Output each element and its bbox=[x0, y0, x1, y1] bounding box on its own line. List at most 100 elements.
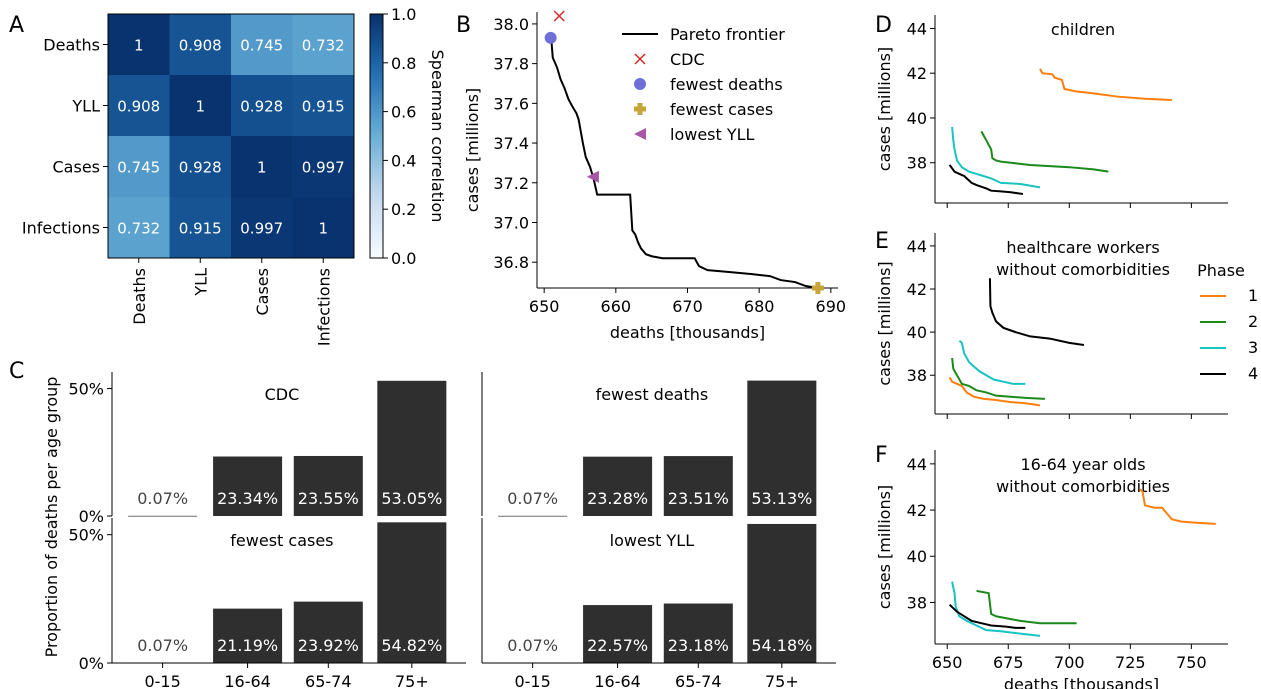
y-tick-label: 42 bbox=[907, 64, 927, 83]
panel-d-line-chart: 38 40 42 44 cases [millions] children bbox=[875, 15, 1228, 208]
y-tick-label: 44 bbox=[907, 19, 927, 38]
bar-value-label: 0.07% bbox=[507, 489, 558, 508]
heatmap-cell-label: 0.745 bbox=[117, 159, 160, 177]
heatmap-cell bbox=[169, 197, 232, 259]
x-axis-label: deaths [thousands] bbox=[610, 323, 765, 342]
panel-letter-f: F bbox=[875, 443, 888, 468]
bar-value-label: 0.07% bbox=[507, 636, 558, 655]
phase-2-line bbox=[951, 357, 1045, 400]
legend-lowest-yll-swatch bbox=[634, 128, 646, 140]
panel-letter-a: A bbox=[9, 13, 24, 38]
y-tick-label: 37.4 bbox=[493, 134, 529, 153]
x-tick-label: 0-15 bbox=[144, 672, 180, 689]
colorbar-tick-label: 1.0 bbox=[391, 5, 416, 24]
heatmap-cell-label: 1 bbox=[134, 37, 144, 55]
heatmap-cell bbox=[292, 14, 355, 76]
x-tick-label: 650 bbox=[529, 297, 560, 316]
heatmap-cell bbox=[292, 197, 355, 259]
y-tick-label: 40 bbox=[907, 323, 927, 342]
phase-4-line bbox=[988, 278, 1085, 347]
colorbar-tick-label: 0.2 bbox=[391, 200, 416, 219]
phase-4-line bbox=[948, 604, 1026, 629]
y-tick-label: 40 bbox=[907, 547, 927, 566]
phase-1-line bbox=[1039, 68, 1172, 102]
y-tick-label: 42 bbox=[907, 280, 927, 299]
y-tick-label: 40 bbox=[907, 109, 927, 128]
bar bbox=[213, 608, 283, 663]
heatmap-cell bbox=[292, 75, 355, 137]
subplot-title: lowest YLL bbox=[610, 531, 695, 550]
panel-letter-b: B bbox=[456, 13, 471, 38]
panel-title: without comorbidities bbox=[996, 477, 1170, 496]
lowest-yll-marker bbox=[586, 170, 599, 183]
panel-a-heatmap: 1 0.908 0.745 0.732 0.908 1 0.928 0.915 0.745 0.9… bbox=[22, 5, 447, 346]
row-label: Cases bbox=[53, 158, 101, 177]
heatmap-cell-label: 0.732 bbox=[117, 220, 160, 238]
cdc-marker bbox=[553, 10, 565, 22]
x-tick-label: 16-64 bbox=[594, 672, 641, 689]
x-tick-label: 16-64 bbox=[224, 672, 271, 689]
col-label: Deaths bbox=[130, 268, 149, 325]
y-tick-label: 37.8 bbox=[493, 55, 529, 74]
bar bbox=[583, 456, 653, 516]
bar-value-label: 53.13% bbox=[751, 489, 812, 508]
y-tick-label: 37.0 bbox=[493, 213, 529, 232]
heatmap-cell-label: 1 bbox=[318, 220, 328, 238]
heatmap-cell-label: 1 bbox=[257, 159, 267, 177]
heatmap-cell bbox=[231, 75, 293, 137]
heatmap-cell-label: 0.908 bbox=[117, 98, 160, 116]
panel-letter-d: D bbox=[875, 13, 892, 38]
bar-value-label: 54.82% bbox=[381, 636, 442, 655]
heatmap-cell bbox=[292, 136, 355, 198]
legend-label: fewest cases bbox=[670, 100, 773, 119]
col-label: YLL bbox=[191, 268, 210, 297]
panel-b-pareto-chart: 650 660 670 680 690 36.8 37.0 37.2 37.4 37.6 37.8 3… bbox=[463, 10, 846, 342]
subplot-title: CDC bbox=[265, 385, 300, 404]
row-label: Infections bbox=[22, 219, 100, 238]
heatmap-cell bbox=[108, 14, 170, 76]
legend-label: lowest YLL bbox=[670, 125, 755, 144]
heatmap-cell bbox=[231, 14, 293, 76]
phase-1-line bbox=[948, 376, 1041, 407]
bar-value-label: 23.51% bbox=[668, 489, 729, 508]
pareto-frontier-line bbox=[550, 39, 819, 289]
phase-3-line bbox=[951, 581, 1041, 637]
heatmap-cell-label: 0.997 bbox=[240, 220, 283, 238]
row-label: YLL bbox=[71, 97, 100, 116]
y-tick-label: 37.2 bbox=[493, 174, 529, 193]
x-tick-label: 670 bbox=[672, 297, 703, 316]
x-tick-label: 680 bbox=[744, 297, 775, 316]
y-axis-label: cases [millions] bbox=[875, 485, 894, 609]
legend-label: 2 bbox=[1248, 312, 1258, 331]
phase-4-line bbox=[948, 164, 1024, 196]
phase-2-line bbox=[976, 589, 1077, 625]
bar-value-label: 23.28% bbox=[587, 489, 648, 508]
x-tick-label: 725 bbox=[1115, 653, 1146, 672]
heatmap-cell bbox=[231, 136, 293, 198]
legend-title: Phase bbox=[1197, 261, 1245, 280]
heatmap-cell bbox=[108, 75, 170, 137]
x-tick-label: 65-74 bbox=[305, 672, 352, 689]
bar-value-label: 23.92% bbox=[298, 636, 359, 655]
bar-value-label: 23.18% bbox=[668, 636, 729, 655]
heatmap-cell-label: 0.997 bbox=[302, 159, 345, 177]
legend-label: 3 bbox=[1248, 338, 1258, 357]
fewest-cases-marker bbox=[811, 282, 824, 294]
colorbar-tick-label: 0.8 bbox=[391, 54, 416, 73]
legend-label: 1 bbox=[1248, 286, 1258, 305]
bar bbox=[663, 456, 733, 516]
bar bbox=[128, 515, 198, 517]
heatmap-cell-label: 0.908 bbox=[179, 37, 222, 55]
bar bbox=[377, 522, 447, 663]
y-tick-label: 38 bbox=[907, 154, 927, 173]
legend-fewest-deaths-swatch bbox=[634, 78, 646, 90]
heatmap-cell-label: 0.732 bbox=[302, 37, 345, 55]
y-tick-label: 0% bbox=[79, 654, 104, 673]
phase-1-line bbox=[1139, 488, 1216, 525]
x-axis-label: deaths [thousands] bbox=[1004, 675, 1159, 689]
bar bbox=[213, 456, 283, 516]
bar bbox=[583, 605, 653, 663]
y-tick-label: 37.6 bbox=[493, 94, 529, 113]
heatmap-frame bbox=[107, 13, 355, 259]
row-label: Deaths bbox=[43, 36, 100, 55]
